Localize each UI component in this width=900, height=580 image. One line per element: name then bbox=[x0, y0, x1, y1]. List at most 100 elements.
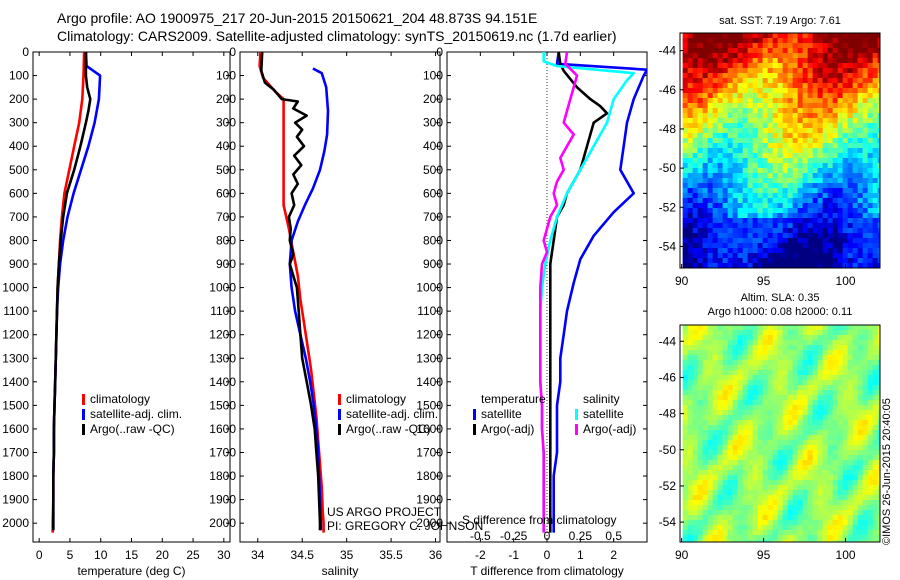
sst-cell bbox=[817, 103, 824, 109]
sla-cell bbox=[807, 445, 814, 451]
sla-cell bbox=[817, 440, 824, 446]
sst-cell bbox=[722, 173, 729, 179]
sla-cell bbox=[832, 535, 839, 541]
sst-cell bbox=[777, 263, 784, 268]
sst-cell bbox=[822, 103, 829, 109]
sla-cell bbox=[682, 450, 689, 456]
sla-cell bbox=[742, 465, 749, 471]
sst-cell bbox=[682, 228, 689, 234]
sst-cell bbox=[747, 118, 754, 124]
sst-cell bbox=[787, 138, 794, 144]
sst-cell bbox=[837, 118, 844, 124]
sst-cell bbox=[697, 93, 704, 99]
sst-cell bbox=[717, 123, 724, 129]
sst-cell bbox=[817, 83, 824, 89]
sla-cell bbox=[702, 335, 709, 341]
sst-cell bbox=[707, 208, 714, 214]
sla-cell bbox=[772, 530, 779, 536]
sla-cell bbox=[852, 520, 859, 526]
sla-cell bbox=[782, 385, 789, 391]
sla-cell bbox=[782, 510, 789, 516]
sla-cell bbox=[767, 440, 774, 446]
sst-cell bbox=[757, 103, 764, 109]
sla-cell bbox=[837, 480, 844, 486]
sla-cell bbox=[857, 460, 864, 466]
sla-cell bbox=[837, 535, 844, 541]
sla-cell bbox=[727, 485, 734, 491]
sst-cell bbox=[737, 133, 744, 139]
sla-cell bbox=[797, 505, 804, 511]
sla-cell bbox=[757, 460, 764, 466]
sst-cell bbox=[807, 148, 814, 154]
sla-cell bbox=[782, 495, 789, 501]
sst-cell bbox=[752, 213, 759, 219]
sla-cell bbox=[722, 465, 729, 471]
sla-cell bbox=[782, 525, 789, 531]
sla-cell bbox=[772, 480, 779, 486]
sst-cell bbox=[807, 53, 814, 59]
sst-cell bbox=[722, 223, 729, 229]
sla-cell bbox=[862, 430, 869, 436]
sla-cell bbox=[737, 325, 744, 331]
sla-cell bbox=[752, 370, 759, 376]
sla-cell bbox=[752, 385, 759, 391]
sst-cell bbox=[727, 63, 734, 69]
sla-cell bbox=[702, 460, 709, 466]
sla-cell bbox=[772, 360, 779, 366]
sst-cell bbox=[867, 138, 874, 144]
sla-cell bbox=[847, 430, 854, 436]
sla-cell bbox=[687, 460, 694, 466]
sst-cell bbox=[847, 253, 854, 259]
sla-cell bbox=[762, 425, 769, 431]
sst-cell bbox=[752, 103, 759, 109]
sla-cell bbox=[817, 375, 824, 381]
sst-cell bbox=[807, 63, 814, 69]
sla-cell bbox=[742, 420, 749, 426]
sst-cell bbox=[682, 173, 689, 179]
sla-cell bbox=[767, 355, 774, 361]
sst-cell bbox=[802, 243, 809, 249]
sla-cell bbox=[687, 485, 694, 491]
sst-cell bbox=[862, 68, 869, 74]
sla-cell bbox=[687, 540, 694, 542]
sla-cell bbox=[782, 480, 789, 486]
sla-cell bbox=[837, 485, 844, 491]
sst-cell bbox=[852, 143, 859, 149]
sst-cell bbox=[692, 103, 699, 109]
sst-cell bbox=[717, 113, 724, 119]
sst-cell bbox=[702, 183, 709, 189]
sst-cell bbox=[812, 243, 819, 249]
sst-cell bbox=[742, 213, 749, 219]
sla-cell bbox=[872, 335, 879, 341]
sla-cell bbox=[867, 360, 874, 366]
sst-cell bbox=[872, 178, 879, 184]
sla-cell bbox=[712, 480, 719, 486]
sst-cell bbox=[802, 238, 809, 244]
x-tick-label: 1 bbox=[577, 548, 584, 562]
sst-cell bbox=[842, 123, 849, 129]
sst-cell bbox=[797, 158, 804, 164]
sst-cell bbox=[782, 258, 789, 264]
sst-cell bbox=[767, 98, 774, 104]
sst-cell bbox=[787, 248, 794, 254]
sst-cell bbox=[872, 238, 879, 244]
sst-cell bbox=[762, 43, 769, 49]
sst-cell bbox=[702, 118, 709, 124]
sla-cell bbox=[812, 325, 819, 331]
sla-cell bbox=[722, 340, 729, 346]
sla-cell bbox=[742, 390, 749, 396]
sst-cell bbox=[862, 183, 869, 189]
sla-cell bbox=[692, 460, 699, 466]
sla-cell bbox=[812, 485, 819, 491]
sst-cell bbox=[847, 158, 854, 164]
sla-cell bbox=[837, 335, 844, 341]
sla-cell bbox=[867, 450, 874, 456]
sla-cell bbox=[697, 540, 704, 542]
sst-cell bbox=[702, 218, 709, 224]
sst-cell bbox=[722, 143, 729, 149]
sla-cell bbox=[687, 395, 694, 401]
sst-cell bbox=[877, 123, 880, 129]
sla-cell bbox=[762, 350, 769, 356]
sla-cell bbox=[807, 365, 814, 371]
y-tick-label: 900 bbox=[423, 257, 443, 271]
